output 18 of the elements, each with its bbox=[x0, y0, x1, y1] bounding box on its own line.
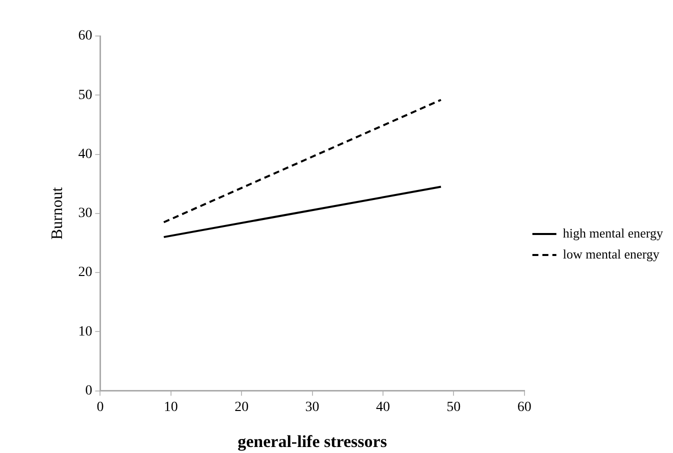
y-tick-label: 50 bbox=[78, 88, 92, 103]
x-tick-label: 0 bbox=[96, 400, 104, 415]
legend-label: high mental energy bbox=[562, 225, 664, 240]
x-axis-title: general-life stressors bbox=[238, 432, 388, 452]
x-tick-label: 50 bbox=[446, 400, 461, 415]
y-tick-label: 10 bbox=[78, 324, 92, 340]
y-tick-label: 0 bbox=[85, 383, 92, 398]
y-tick-label: 60 bbox=[78, 28, 92, 44]
y-tick-label: 30 bbox=[78, 206, 92, 222]
x-tick-label: 20 bbox=[234, 400, 249, 415]
x-tick-label: 60 bbox=[517, 400, 532, 415]
y-axis-title: Burnout bbox=[48, 186, 66, 240]
y-tick-label: 40 bbox=[78, 146, 92, 162]
legend-label: low mental energy bbox=[562, 246, 660, 262]
y-tick-label: 20 bbox=[78, 265, 92, 280]
x-tick-label: 40 bbox=[376, 400, 390, 415]
x-tick-label: 30 bbox=[305, 400, 320, 415]
x-tick-label: 10 bbox=[164, 400, 178, 415]
